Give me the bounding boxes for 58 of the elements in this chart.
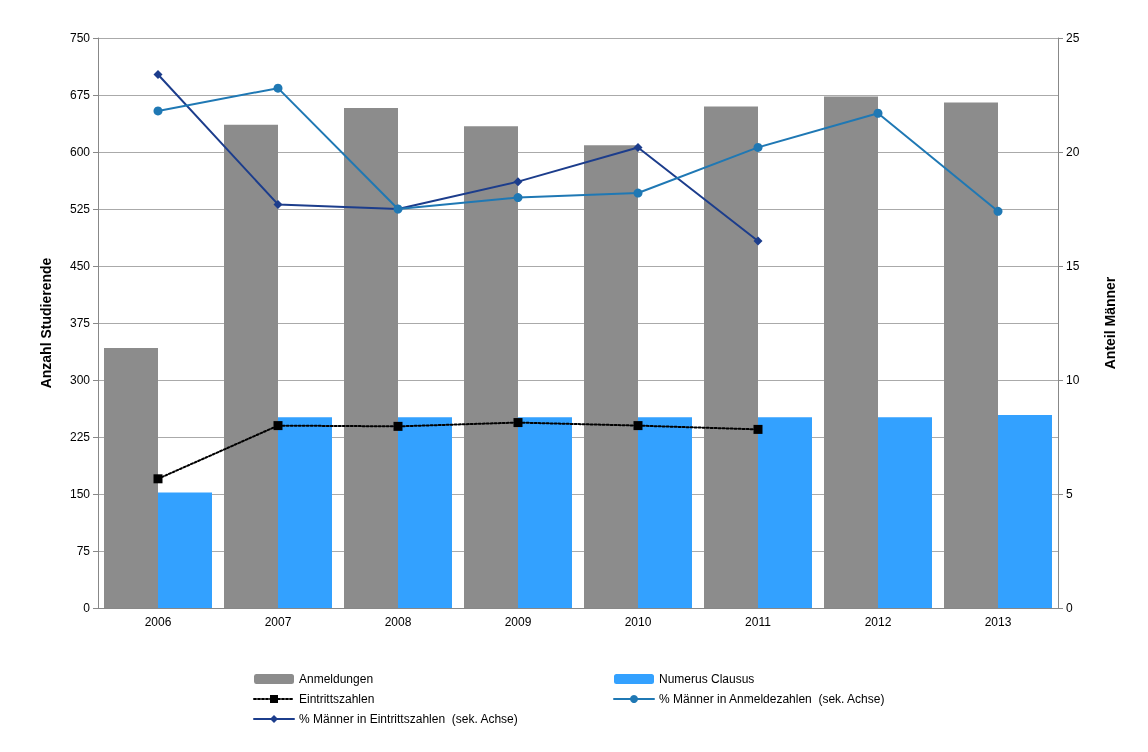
point — [993, 206, 1003, 216]
y2-axis-title: Anteil Männer — [1102, 276, 1118, 370]
bar — [518, 417, 572, 608]
y-axis-title: Anzahl Studierende — [38, 257, 54, 389]
point — [153, 69, 163, 79]
point — [273, 421, 283, 431]
point — [753, 424, 763, 434]
bar — [638, 417, 692, 608]
point — [753, 142, 763, 152]
y-tick-label: 0 — [83, 601, 91, 615]
bar — [158, 492, 212, 608]
y-tick-label: 600 — [69, 145, 91, 159]
y-tick-label: 150 — [69, 487, 91, 501]
y2-tick-label: 15 — [1066, 259, 1080, 273]
x-tick-label: 2013 — [984, 615, 1012, 629]
x-tick-label: 2006 — [144, 615, 172, 629]
y2-tick-label: 25 — [1066, 31, 1080, 45]
point — [633, 421, 643, 431]
x-tick-label: 2007 — [264, 615, 292, 629]
y-tick-label: 75 — [76, 544, 91, 558]
x-tick-label: 2009 — [504, 615, 532, 629]
legend-label: % Männer in Eintrittszahlen (sek. Achse) — [299, 712, 518, 726]
bar — [758, 417, 812, 608]
point — [153, 106, 163, 116]
x-tick-label: 2008 — [384, 615, 412, 629]
point — [633, 142, 643, 152]
y-tick-label: 450 — [69, 259, 91, 273]
legend-label: Numerus Clausus — [659, 672, 755, 686]
bar — [398, 417, 452, 608]
x-tick-label: 2010 — [624, 615, 652, 629]
point — [393, 421, 403, 431]
point — [873, 108, 883, 118]
y-tick-label: 375 — [69, 316, 91, 330]
bar — [998, 414, 1052, 608]
legend-label: Eintrittszahlen — [299, 692, 375, 706]
y2-tick-label: 0 — [1066, 601, 1073, 615]
y2-tick-label: 20 — [1066, 145, 1080, 159]
y-tick-label: 750 — [69, 31, 91, 45]
y-tick-label: 225 — [69, 430, 91, 444]
y-tick-label: 675 — [69, 88, 91, 102]
legend-label: % Männer in Anmeldezahlen (sek. Achse) — [659, 692, 885, 706]
y-tick-label: 525 — [69, 202, 91, 216]
point — [513, 193, 523, 203]
point — [753, 236, 763, 246]
bar — [278, 417, 332, 608]
point — [513, 418, 523, 428]
point — [153, 474, 163, 484]
y2-tick-label: 5 — [1066, 487, 1073, 501]
x-tick-label: 2011 — [745, 615, 772, 629]
point — [513, 177, 523, 187]
point — [273, 83, 283, 93]
x-tick-label: 2012 — [864, 615, 892, 629]
legend-label: Anmeldungen — [299, 672, 374, 686]
point — [633, 188, 643, 198]
bar — [878, 417, 932, 608]
point — [273, 199, 283, 209]
y2-tick-label: 10 — [1066, 373, 1080, 387]
y-tick-label: 300 — [69, 373, 91, 387]
